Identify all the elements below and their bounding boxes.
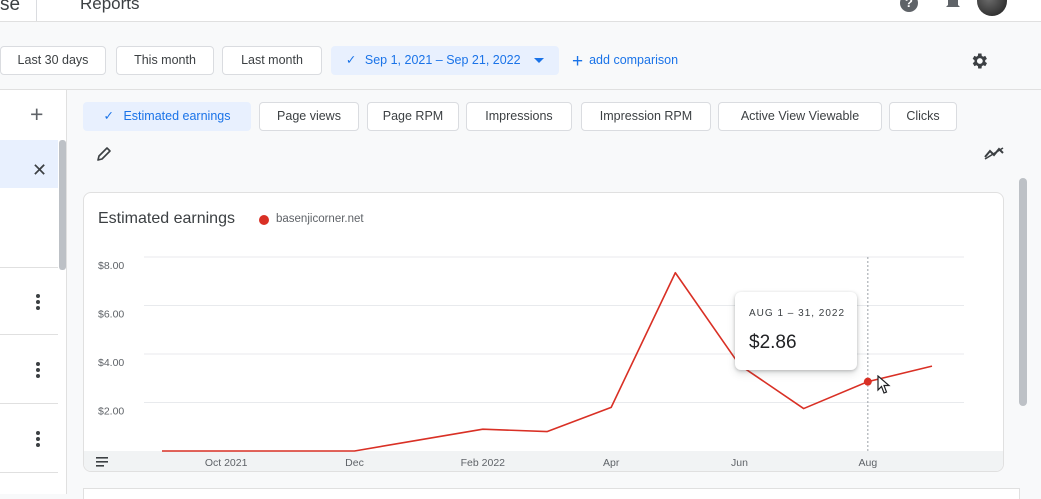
x-tick-label: Feb 2022 bbox=[461, 457, 506, 469]
y-tick-label: $8.00 bbox=[98, 260, 124, 272]
chart-tooltip: AUG 1 – 31, 2022 $2.86 bbox=[735, 292, 857, 370]
list-divider bbox=[0, 334, 58, 335]
x-tick-label: Oct 2021 bbox=[205, 457, 248, 469]
legend-label: basenjicorner.net bbox=[276, 213, 364, 225]
highlight-point bbox=[863, 377, 872, 386]
metric-chip-active-view-viewable[interactable]: Active View Viewable bbox=[718, 102, 882, 131]
filter-label: Last 30 days bbox=[17, 53, 89, 67]
more-options-icon[interactable] bbox=[36, 431, 42, 449]
selected-report-row[interactable] bbox=[0, 140, 58, 188]
filter-last-month-button[interactable]: Last month bbox=[222, 46, 322, 75]
metric-chip-page-rpm[interactable]: Page RPM bbox=[367, 102, 459, 131]
add-comparison-link[interactable]: + add comparison bbox=[572, 51, 678, 73]
check-icon: ✓ bbox=[103, 109, 114, 123]
metric-chip-impression-rpm[interactable]: Impression RPM bbox=[581, 102, 711, 131]
list-divider bbox=[0, 472, 58, 473]
y-tick-label: $6.00 bbox=[98, 309, 124, 321]
page-scrollbar[interactable] bbox=[1019, 178, 1027, 406]
header-divider bbox=[36, 0, 37, 21]
chip-label: Impressions bbox=[485, 109, 553, 123]
metric-chip-estimated-earnings[interactable]: ✓ Estimated earnings bbox=[83, 102, 251, 131]
filter-last-30-days-button[interactable]: Last 30 days bbox=[0, 46, 106, 75]
list-divider bbox=[0, 403, 58, 404]
chart-menu-icon[interactable] bbox=[96, 457, 108, 467]
chart-title: Estimated earnings bbox=[98, 210, 235, 227]
metric-chips: ✓ Estimated earnings Page views Page RPM… bbox=[67, 90, 1041, 494]
x-tick-label: Jun bbox=[731, 457, 748, 469]
caret-down-icon bbox=[534, 58, 545, 64]
earnings-line-chart[interactable]: $8.00 $6.00 $4.00 $2.00 Oct 2021 Dec Feb 2022 A… bbox=[84, 193, 1003, 472]
page-title: Reports bbox=[80, 0, 140, 13]
more-options-icon[interactable] bbox=[36, 294, 42, 312]
metric-chip-impressions[interactable]: Impressions bbox=[466, 102, 572, 131]
chip-label: Impression RPM bbox=[599, 109, 693, 123]
check-icon: ✓ bbox=[345, 53, 357, 67]
metric-chip-page-views[interactable]: Page views bbox=[259, 102, 359, 131]
chip-label: Estimated earnings bbox=[123, 109, 231, 123]
add-comparison-label: add comparison bbox=[589, 53, 679, 67]
trend-icon[interactable] bbox=[984, 146, 1004, 160]
filter-label: Last month bbox=[241, 53, 303, 67]
legend-dot bbox=[259, 215, 269, 225]
chip-label: Active View Viewable bbox=[740, 109, 860, 123]
filter-label: This month bbox=[134, 53, 196, 67]
date-range-dropdown[interactable]: ✓ Sep 1, 2021 – Sep 21, 2022 bbox=[331, 46, 559, 75]
series-line bbox=[162, 271, 933, 452]
x-tick-label: Apr bbox=[603, 457, 620, 469]
saved-reports-panel: + ✕ bbox=[0, 90, 67, 494]
plus-icon: + bbox=[572, 51, 584, 72]
left-panel-scrollbar[interactable] bbox=[59, 140, 66, 270]
y-tick-label: $2.00 bbox=[98, 406, 124, 418]
metric-chip-clicks[interactable]: Clicks bbox=[889, 102, 957, 131]
x-tick-label: Aug bbox=[858, 457, 877, 469]
chip-label: Page views bbox=[277, 109, 341, 123]
notification-bell-icon[interactable] bbox=[945, 0, 961, 12]
edit-pencil-icon[interactable] bbox=[96, 146, 112, 162]
chip-label: Page RPM bbox=[382, 109, 444, 123]
add-report-icon[interactable]: + bbox=[30, 101, 44, 127]
account-avatar[interactable] bbox=[977, 0, 1007, 16]
settings-gear-icon[interactable] bbox=[969, 51, 989, 71]
date-range-label: Sep 1, 2021 – Sep 21, 2022 bbox=[364, 53, 521, 67]
x-tick-label: Dec bbox=[345, 457, 364, 469]
help-icon[interactable]: ? bbox=[900, 0, 918, 12]
tooltip-date: AUG 1 – 31, 2022 bbox=[749, 308, 846, 319]
more-options-icon[interactable] bbox=[36, 362, 42, 380]
date-filter-bar: Last 30 days This month Last month ✓ Sep… bbox=[0, 22, 1041, 90]
mouse-cursor-icon bbox=[877, 375, 891, 394]
close-icon[interactable]: ✕ bbox=[32, 160, 48, 180]
chip-label: Clicks bbox=[906, 109, 940, 123]
x-axis-strip bbox=[84, 451, 1003, 471]
filter-this-month-button[interactable]: This month bbox=[116, 46, 214, 75]
y-tick-label: $4.00 bbox=[98, 357, 124, 369]
earnings-chart-card: Estimated earnings basenjicorner.net $8.… bbox=[83, 192, 1004, 472]
top-bar: se Reports ? bbox=[0, 0, 1041, 22]
product-name-fragment: se bbox=[0, 0, 21, 15]
tooltip-value: $2.86 bbox=[749, 332, 797, 353]
list-divider bbox=[0, 267, 58, 268]
